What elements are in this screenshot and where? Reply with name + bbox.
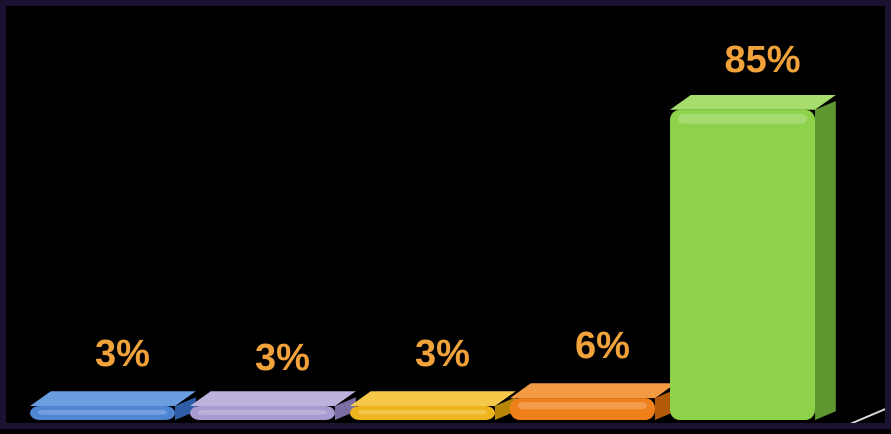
bar-highlight — [38, 410, 167, 415]
bar-front-face — [510, 398, 655, 420]
bar-top-face — [510, 383, 676, 399]
bar-front-face — [670, 109, 815, 420]
bar-4 — [510, 383, 676, 420]
bar-top-face — [350, 391, 516, 406]
bar-side-face — [815, 100, 836, 420]
data-label-4: 6% — [575, 325, 630, 367]
bar-5 — [670, 94, 836, 420]
bar-top-face — [30, 391, 196, 406]
bar-highlight — [518, 402, 647, 410]
bar-top-face — [670, 94, 836, 110]
bars — [30, 94, 836, 420]
bar-side-face — [175, 397, 196, 420]
bar-highlight — [678, 113, 807, 124]
data-label-5: 85% — [724, 39, 800, 81]
bar-front-face — [350, 406, 495, 420]
bar-2 — [190, 391, 356, 420]
bar-1 — [30, 391, 196, 420]
bar-top-face — [190, 391, 356, 406]
bar-front-face — [30, 406, 175, 420]
bar-3 — [350, 391, 516, 420]
bar-front-face — [190, 406, 335, 420]
bar-side-face — [335, 397, 356, 420]
bar-highlight — [198, 410, 327, 415]
data-label-2: 3% — [255, 337, 310, 379]
data-labels: 3% 3% 3% 6% 85% — [95, 39, 800, 379]
bar-highlight — [358, 410, 487, 415]
data-label-3: 3% — [415, 333, 470, 375]
data-label-1: 3% — [95, 333, 150, 375]
bar-side-face — [495, 397, 516, 420]
